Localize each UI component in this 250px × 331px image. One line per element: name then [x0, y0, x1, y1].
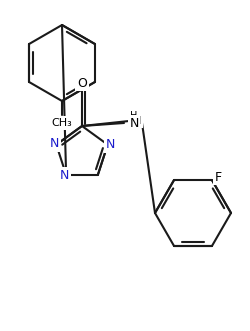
Text: CH₃: CH₃: [52, 118, 72, 128]
Text: H: H: [130, 111, 137, 121]
Text: N: N: [106, 138, 115, 151]
Text: N: N: [59, 169, 69, 182]
Text: H: H: [132, 116, 140, 126]
Text: N: N: [50, 137, 59, 150]
Text: O: O: [77, 76, 86, 89]
Text: N: N: [129, 117, 138, 129]
Text: F: F: [214, 170, 221, 184]
